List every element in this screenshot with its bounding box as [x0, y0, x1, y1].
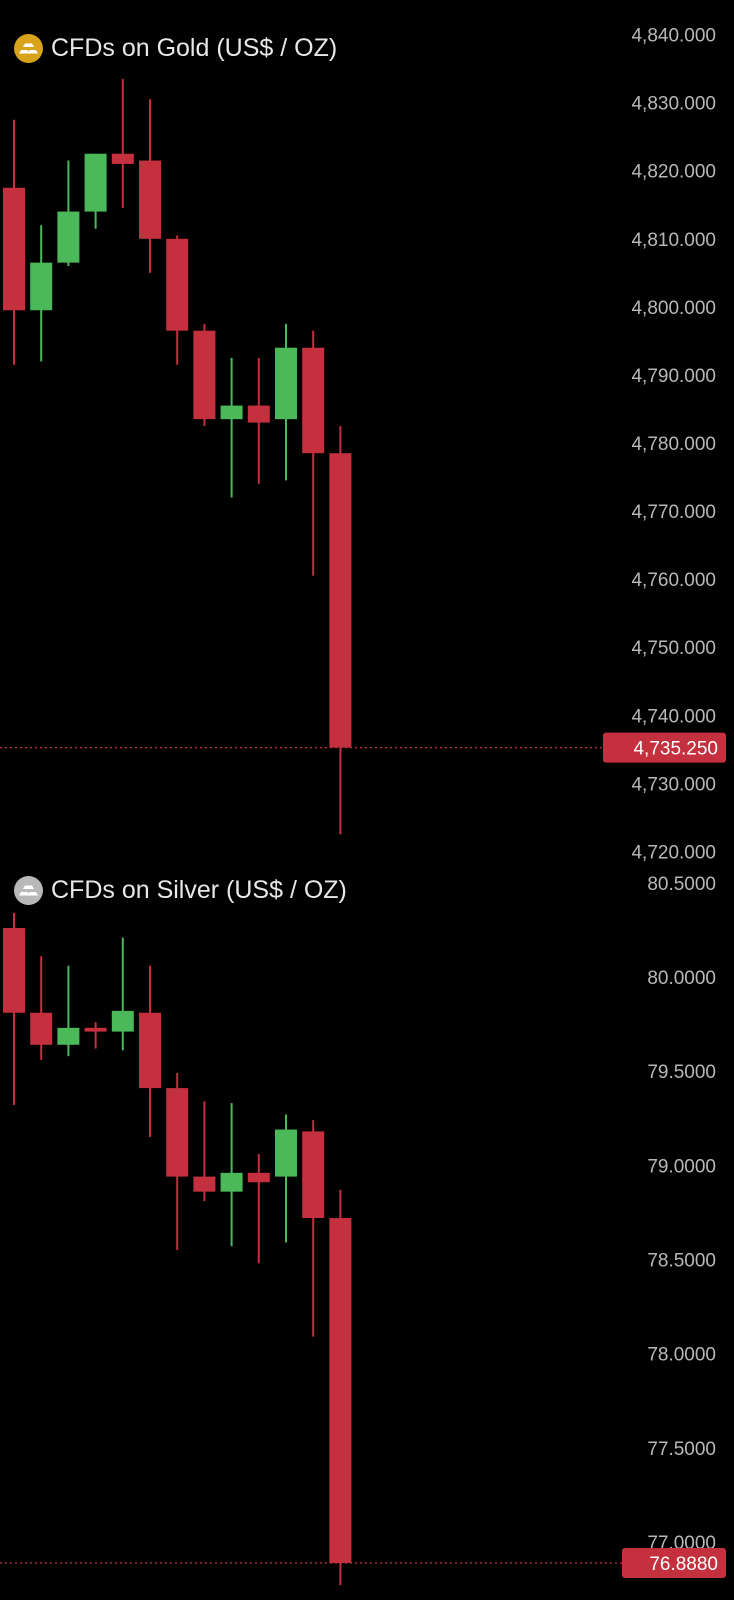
silver-candle[interactable]: [193, 1101, 216, 1202]
silver-candle-body: [139, 1012, 161, 1089]
silver-y-tick-label: 78.0000: [647, 1345, 716, 1366]
gold-candle-body: [3, 187, 25, 311]
silver-candle-body: [275, 1129, 297, 1177]
gold-candle-body: [84, 153, 107, 212]
gold-candle[interactable]: [111, 78, 134, 209]
gold-y-tick-label: 4,810.000: [631, 230, 716, 251]
gold-candle-body: [30, 262, 53, 311]
silver-y-tick-label: 80.5000: [647, 874, 716, 895]
silver-candle[interactable]: [220, 1103, 243, 1247]
silver-chart-title: CFDs on Silver (US$ / OZ): [51, 876, 347, 904]
silver-y-tick-label: 77.5000: [647, 1439, 716, 1460]
silver-candle-body: [84, 1027, 107, 1032]
gold-y-tick-label: 4,760.000: [631, 570, 716, 591]
silver-y-tick-label: 79.0000: [647, 1156, 716, 1177]
gold-y-tick-label: 4,840.000: [631, 26, 716, 47]
gold-last-price-label: 4,735.250: [633, 739, 718, 760]
gold-y-tick-label: 4,790.000: [631, 366, 716, 387]
silver-candle-body: [220, 1172, 243, 1192]
silver-candle-body: [329, 1218, 352, 1564]
gold-candle[interactable]: [193, 323, 216, 426]
silver-y-tick-label: 78.5000: [647, 1250, 716, 1271]
gold-candle-body: [220, 405, 243, 420]
silver-candle-body: [166, 1088, 189, 1177]
gold-candle[interactable]: [166, 235, 189, 365]
silver-candlestick-chart[interactable]: 80.5000 80.0000 79.5000 79.0000 78.5000 78.00…: [0, 868, 734, 1600]
silver-candle[interactable]: [3, 912, 25, 1106]
gold-candle[interactable]: [220, 357, 243, 498]
silver-candle-body: [3, 928, 25, 1013]
gold-y-tick-label: 4,800.000: [631, 298, 716, 319]
silver-candle-body: [302, 1131, 325, 1219]
silver-candle-body: [193, 1176, 216, 1192]
gold-candlestick-chart[interactable]: 4,840.000 4,830.000 4,820.000 4,810.000 4,80…: [0, 0, 734, 862]
gold-candle-body: [166, 238, 189, 331]
silver-candle[interactable]: [57, 965, 80, 1057]
gold-chart-header: CFDs on Gold (US$ / OZ): [14, 34, 337, 63]
gold-candle-body: [302, 347, 325, 454]
gold-candle[interactable]: [329, 425, 352, 835]
gold-candle[interactable]: [139, 99, 161, 273]
gold-y-tick-label: 4,780.000: [631, 434, 716, 455]
gold-candle-body: [139, 160, 161, 239]
gold-y-tick-label: 4,750.000: [631, 638, 716, 659]
silver-candle[interactable]: [166, 1073, 189, 1251]
gold-candle[interactable]: [3, 119, 25, 365]
gold-candle[interactable]: [84, 153, 107, 229]
silver-chart-header: CFDs on Silver (US$ / OZ): [14, 876, 347, 905]
silver-candle[interactable]: [275, 1114, 297, 1243]
silver-candle[interactable]: [30, 956, 53, 1060]
silver-y-tick-label: 80.0000: [647, 968, 716, 989]
silver-candle-body: [30, 1012, 53, 1045]
silver-candle-body: [57, 1027, 80, 1045]
gold-candle-body: [111, 153, 134, 164]
gold-candle-body: [275, 347, 297, 420]
silver-candle[interactable]: [302, 1120, 325, 1337]
gold-candle[interactable]: [30, 225, 53, 362]
gold-candle[interactable]: [57, 160, 80, 267]
silver-candle[interactable]: [329, 1189, 352, 1586]
silver-last-price-tag: 76.8880: [622, 1548, 726, 1579]
gold-last-price-tag-bg: [603, 732, 726, 763]
gold-candle[interactable]: [247, 357, 270, 484]
gold-y-tick-label: 4,770.000: [631, 502, 716, 523]
gold-candle-body: [193, 330, 216, 420]
gold-candle-body: [247, 405, 270, 423]
gold-candle[interactable]: [275, 323, 297, 481]
gold-y-tick-label: 4,820.000: [631, 162, 716, 183]
gold-chart-panel[interactable]: 4,840.000 4,830.000 4,820.000 4,810.000 4,80…: [0, 0, 734, 862]
silver-y-tick-label: 79.5000: [647, 1062, 716, 1083]
silver-candle-body: [111, 1010, 134, 1032]
gold-candle-body: [329, 453, 352, 748]
silver-candle[interactable]: [247, 1154, 270, 1264]
silver-candle[interactable]: [111, 937, 134, 1051]
gold-y-tick-label: 4,730.000: [631, 774, 716, 795]
silver-last-price-tag-bg: [622, 1548, 726, 1579]
gold-y-tick-label: 4,740.000: [631, 706, 716, 727]
gold-y-tick-label: 4,830.000: [631, 94, 716, 115]
gold-chart-title: CFDs on Gold (US$ / OZ): [51, 34, 338, 62]
gold-last-price-tag: 4,735.250: [603, 732, 726, 763]
gold-y-tick-label: 4,720.000: [631, 842, 716, 862]
gold-candle[interactable]: [302, 330, 325, 576]
gold-bars-icon: [14, 34, 43, 63]
silver-candle[interactable]: [84, 1022, 107, 1049]
silver-last-price-label: 76.8880: [649, 1554, 718, 1575]
silver-chart-panel[interactable]: 80.5000 80.0000 79.5000 79.0000 78.5000 78.00…: [0, 868, 734, 1600]
silver-candle[interactable]: [139, 965, 161, 1138]
gold-candle-body: [57, 211, 80, 263]
silver-bars-icon: [14, 876, 43, 905]
silver-candle-body: [247, 1172, 270, 1183]
